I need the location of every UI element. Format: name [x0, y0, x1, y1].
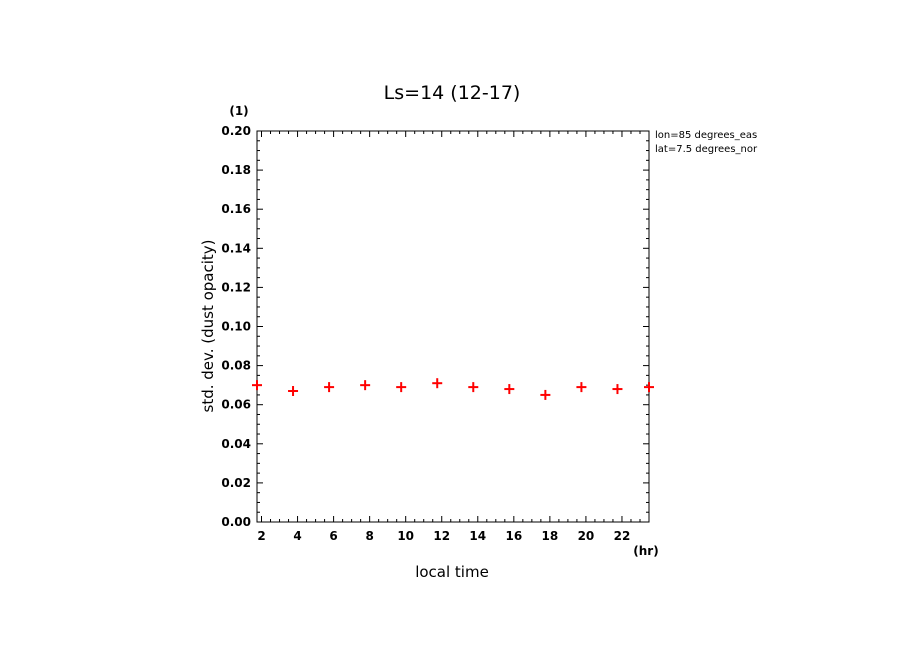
- data-point: [576, 382, 587, 393]
- data-points: [252, 378, 654, 400]
- data-point: [252, 380, 262, 391]
- y-tick-label: 0.06: [221, 398, 251, 412]
- data-point: [540, 389, 551, 400]
- y-axis-label: std. dev. (dust opacity): [199, 239, 217, 412]
- data-point: [644, 382, 654, 393]
- y-tick-label: 0.18: [221, 163, 251, 177]
- x-tick-label: 22: [614, 529, 631, 543]
- data-point: [432, 378, 443, 389]
- x-tick-label: 6: [329, 529, 337, 543]
- data-point: [360, 380, 371, 391]
- y-tick-label: 0.12: [221, 280, 251, 294]
- annotation-lat: lat=7.5 degrees_nor: [655, 144, 758, 155]
- y-tick-label: 0.10: [221, 320, 251, 334]
- y-tick-label: 0.14: [221, 241, 251, 255]
- data-point: [396, 382, 407, 393]
- x-tick-label: 10: [397, 529, 414, 543]
- data-point: [288, 386, 299, 397]
- x-axis-label: local time: [415, 563, 489, 581]
- x-unit-label: (hr): [633, 544, 658, 558]
- plot-frame: [256, 130, 650, 523]
- x-axis-ticks: 2 4 6 8 10 12 14 16 18 20 22: [257, 131, 650, 543]
- x-tick-label: 20: [578, 529, 595, 543]
- chart-title: Ls=14 (12-17): [384, 82, 521, 104]
- x-tick-label: 12: [433, 529, 450, 543]
- x-tick-label: 18: [542, 529, 559, 543]
- y-tick-label: 0.16: [221, 202, 251, 216]
- data-point: [324, 382, 335, 393]
- y-tick-label: 0.08: [221, 359, 251, 373]
- x-tick-label: 2: [257, 529, 265, 543]
- y-axis-ticks: 0.00 0.02 0.04 0.06 0.08 0.10 0.12 0.14 0.16 0.18…: [221, 124, 649, 529]
- y-unit-label: (1): [229, 104, 248, 118]
- annotation-lon: lon=85 degrees_eas: [655, 130, 757, 141]
- y-tick-label: 0.02: [221, 476, 251, 490]
- data-point: [504, 384, 515, 395]
- data-point: [468, 382, 479, 393]
- x-tick-label: 14: [469, 529, 486, 543]
- y-tick-label: 0.04: [221, 437, 251, 451]
- x-tick-label: 16: [505, 529, 522, 543]
- data-point: [612, 384, 623, 395]
- y-tick-label: 0.20: [221, 124, 251, 138]
- x-tick-label: 4: [293, 529, 301, 543]
- y-tick-label: 0.00: [221, 515, 251, 529]
- x-tick-label: 8: [365, 529, 373, 543]
